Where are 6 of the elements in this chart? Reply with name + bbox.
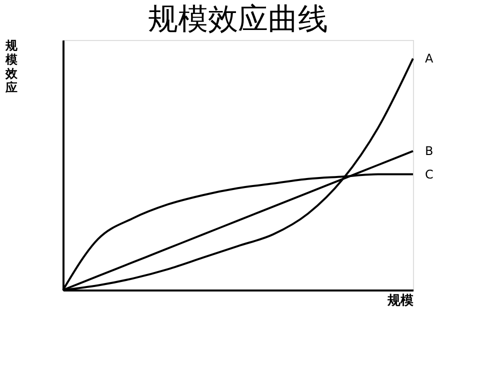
series-label: B: [425, 144, 434, 158]
series-label: A: [425, 52, 434, 66]
y-axis-title: 规模效应: [4, 38, 18, 94]
x-axis-title: 规模: [386, 294, 414, 308]
chart-title: 规模效应曲线: [148, 2, 328, 37]
series-label: C: [425, 167, 434, 182]
